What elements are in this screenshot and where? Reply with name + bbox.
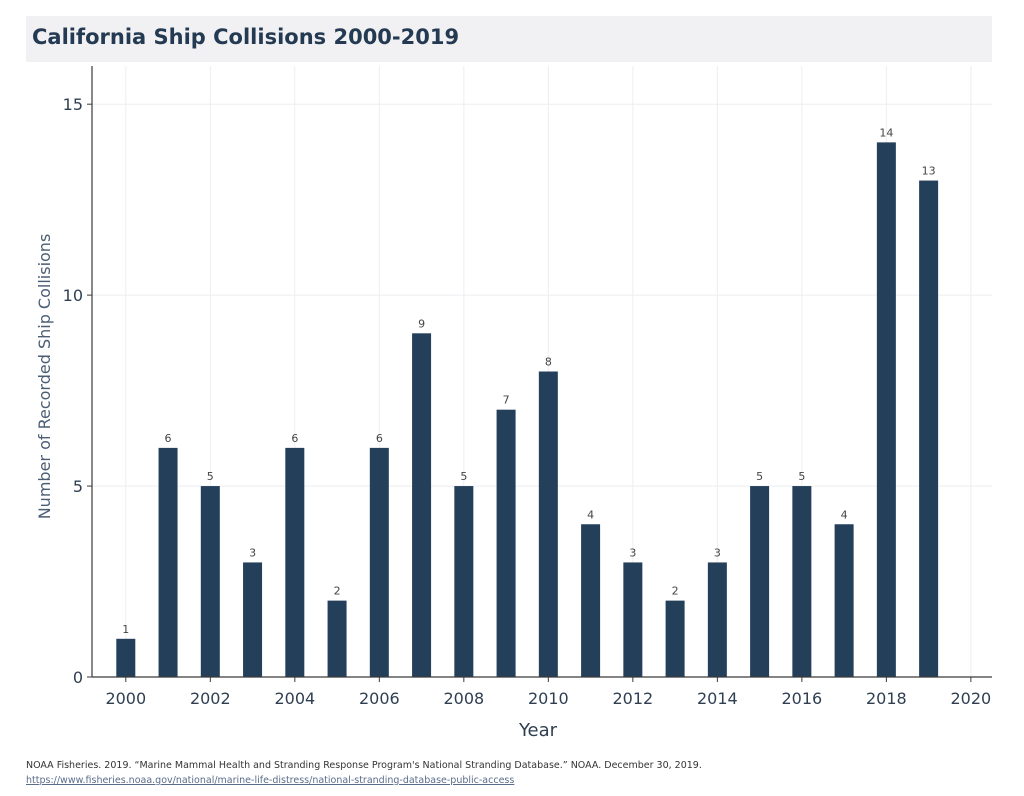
y-tick-label: 10 [63, 286, 83, 305]
data-label: 3 [249, 546, 256, 559]
bar[interactable] [369, 447, 389, 677]
bar[interactable] [496, 409, 516, 677]
chart-title: California Ship Collisions 2000-2019 [32, 25, 460, 49]
data-label: 1 [122, 623, 129, 636]
x-tick-label: 2000 [105, 689, 146, 708]
data-label: 2 [672, 585, 679, 598]
bar[interactable] [876, 142, 896, 677]
data-label: 14 [879, 126, 893, 139]
bar[interactable] [243, 562, 263, 677]
bar[interactable] [412, 333, 432, 677]
y-tick-label: 5 [73, 477, 83, 496]
data-label: 5 [207, 470, 214, 483]
data-label: 3 [629, 546, 636, 559]
data-label: 7 [503, 394, 510, 407]
data-label: 6 [165, 432, 172, 445]
bar[interactable] [834, 524, 854, 677]
bar[interactable] [750, 486, 770, 677]
footer: NOAA Fisheries. 2019. “Marine Mammal Hea… [26, 758, 702, 788]
x-tick-label: 2020 [951, 689, 992, 708]
bar[interactable] [538, 371, 558, 678]
data-label: 6 [291, 432, 298, 445]
bar[interactable] [327, 600, 347, 677]
x-tick-label: 2010 [528, 689, 569, 708]
x-tick-label: 2002 [190, 689, 231, 708]
x-tick-label: 2004 [274, 689, 315, 708]
x-tick-label: 2012 [612, 689, 653, 708]
bar[interactable] [919, 180, 939, 677]
data-label: 3 [714, 546, 721, 559]
bar[interactable] [158, 447, 178, 677]
bar[interactable] [665, 600, 685, 677]
bar[interactable] [581, 524, 601, 677]
bar[interactable] [454, 486, 474, 677]
data-label: 4 [587, 508, 594, 521]
source-link[interactable]: https://www.fisheries.noaa.gov/national/… [26, 775, 515, 786]
bar[interactable] [707, 562, 727, 677]
data-label: 9 [418, 317, 425, 330]
data-label: 5 [460, 470, 467, 483]
y-axis-label: Number of Recorded Ship Collisions [35, 234, 54, 520]
data-label: 5 [798, 470, 805, 483]
data-label: 5 [756, 470, 763, 483]
x-axis-label: Year [518, 720, 558, 741]
bar[interactable] [116, 638, 136, 677]
x-tick-label: 2008 [443, 689, 484, 708]
x-tick-label: 2006 [359, 689, 400, 708]
bar[interactable] [792, 486, 812, 677]
data-label: 8 [545, 356, 552, 369]
bar[interactable] [200, 486, 220, 677]
bar[interactable] [285, 447, 305, 677]
data-label: 4 [841, 508, 848, 521]
citation-text: NOAA Fisheries. 2019. “Marine Mammal Hea… [26, 760, 702, 771]
y-tick-label: 0 [73, 668, 83, 687]
data-label: 6 [376, 432, 383, 445]
y-tick-label: 15 [63, 95, 83, 114]
x-tick-label: 2016 [781, 689, 822, 708]
data-label: 13 [922, 165, 936, 178]
data-label: 2 [334, 585, 341, 598]
x-tick-label: 2018 [866, 689, 907, 708]
x-tick-label: 2014 [697, 689, 738, 708]
bar[interactable] [623, 562, 643, 677]
title-bar: California Ship Collisions 2000-2019 [26, 16, 992, 62]
